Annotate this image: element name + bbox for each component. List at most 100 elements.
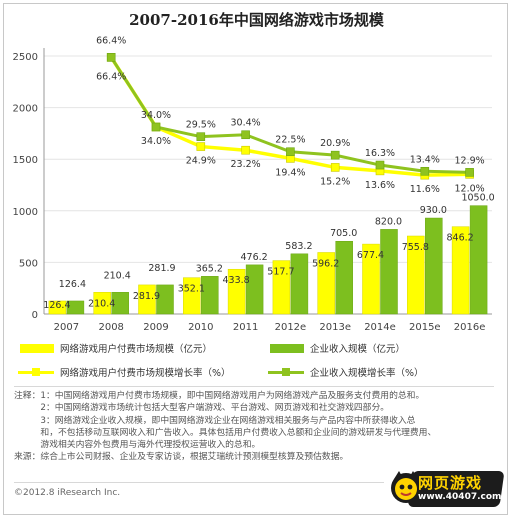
note-line: 注释：1：中国网络游戏用户付费市场规模，即中国网络游戏用户为网络游戏产品及服务支… <box>14 391 425 401</box>
x-tick-label: 2007 <box>54 322 79 333</box>
x-tick-label: 2013e <box>319 322 351 333</box>
legend-swatch-revenue-bar <box>270 343 304 353</box>
bar-value-label-user: 126.4 <box>43 300 70 311</box>
footer-divider <box>14 482 384 483</box>
bar-value-label-user: 352.1 <box>178 284 205 295</box>
source-line: 来源：综合上市公司财报、企业及专家访谈，根据艾瑞统计预测模型核算及预估数据。 <box>14 452 349 463</box>
rate-label-user: 15.2% <box>320 176 350 187</box>
y-tick-label: 2500 <box>13 52 38 63</box>
note-line: 和，不包括移动互联网收入和广告收入。具体包括用户付费收入总额和企业间的游戏研发与… <box>14 427 437 438</box>
bar-enterprise-revenue <box>380 229 398 315</box>
watermark-url: www.40407.com <box>418 492 502 502</box>
bar-value-label-revenue: 820.0 <box>375 216 402 227</box>
rate-label-revenue: 30.4% <box>231 118 261 129</box>
rate-label-revenue: 13.4% <box>410 154 440 165</box>
legend-label-revenue-bar: 企业收入规模（亿元） <box>310 344 406 355</box>
legend-swatch-user-bar <box>20 343 54 353</box>
rate-label-user: 24.9% <box>186 156 216 167</box>
watermark-title: 网页游戏 <box>418 474 483 492</box>
y-tick-label: 1000 <box>13 207 38 218</box>
marker-user-growth <box>330 163 340 172</box>
legend-swatch-revenue-line <box>268 367 304 377</box>
bar-user-payment <box>138 284 156 315</box>
bar-enterprise-revenue <box>201 276 219 315</box>
legend-item-user-bar: 网络游戏用户付费市场规模（亿元） <box>20 341 212 355</box>
rate-label-revenue: 22.5% <box>275 135 305 146</box>
x-tick-label: 2015e <box>409 322 441 333</box>
x-tick-label: 2011 <box>233 322 258 333</box>
marker-revenue-growth <box>465 168 474 177</box>
y-tick-label: 500 <box>19 258 38 269</box>
bar-enterprise-revenue <box>111 292 129 315</box>
bar-value-label-user: 433.8 <box>222 275 249 286</box>
legend-item-user-line: 网络游戏用户付费市场规模增长率（%） <box>18 365 231 379</box>
bar-user-payment <box>183 277 201 315</box>
copyright-text: ©2012.8 iResearch Inc. <box>14 488 121 498</box>
bar-value-label-revenue: 126.4 <box>59 279 86 290</box>
bar-value-label-revenue: 210.4 <box>104 270 131 281</box>
chart-title: 2007-2016年中国网络游戏市场规模 <box>129 11 384 29</box>
rate-label-revenue: 12.9% <box>455 155 485 166</box>
rate-label-revenue: 20.9% <box>320 138 350 149</box>
rate-label-user: 34.0% <box>141 136 171 147</box>
bar-user-payment <box>93 292 111 315</box>
x-tick-label: 2009 <box>143 322 168 333</box>
bar-user-payment <box>407 235 425 315</box>
bar-value-label-user: 210.4 <box>88 298 115 309</box>
legend-divider <box>14 386 494 387</box>
bar-value-label-revenue: 583.2 <box>285 241 312 252</box>
rate-label-user: 12.0% <box>455 183 485 194</box>
legend-label-user-line: 网络游戏用户付费市场规模增长率（%） <box>60 368 231 379</box>
bar-user-payment <box>451 226 470 315</box>
marker-revenue-growth <box>106 53 116 62</box>
marker-revenue-growth <box>420 166 430 176</box>
chart-notes: 注释：1：中国网络游戏用户付费市场规模，即中国网络游戏用户为网络游戏产品及服务支… <box>14 390 502 464</box>
bar-value-label-revenue: 705.0 <box>330 228 357 239</box>
legend-label-user-bar: 网络游戏用户付费市场规模（亿元） <box>60 344 213 355</box>
legend-label-revenue-line: 企业收入规模增长率（%） <box>310 368 424 379</box>
x-tick-label: 2008 <box>98 322 123 333</box>
marker-revenue-growth <box>151 122 161 132</box>
bar-user-payment <box>48 300 67 315</box>
x-tick-label: 2010 <box>188 322 213 333</box>
bar-enterprise-revenue <box>469 205 488 315</box>
bar-enterprise-revenue <box>245 264 264 315</box>
bar-value-label-revenue: 1050.0 <box>461 193 494 204</box>
x-tick-label: 2012e <box>275 322 307 333</box>
rate-label-user: 23.2% <box>231 159 261 170</box>
rate-label-user: 13.6% <box>365 180 395 191</box>
x-tick-label: 2014e <box>364 322 396 333</box>
marker-revenue-growth <box>241 130 250 140</box>
rate-label-user: 19.4% <box>275 167 305 178</box>
bar-value-label-user: 846.2 <box>446 233 473 244</box>
legend-item-revenue-line: 企业收入规模增长率（%） <box>268 365 424 379</box>
rate-label-revenue: 66.4% <box>96 35 126 46</box>
bar-value-label-user: 677.4 <box>357 250 384 261</box>
y-tick-label: 1500 <box>13 155 38 166</box>
bar-enterprise-revenue <box>335 240 353 315</box>
marker-user-growth <box>241 145 250 155</box>
bar-user-payment <box>272 260 291 315</box>
rate-label-revenue: 16.3% <box>365 148 395 159</box>
note-line: 3：网络游戏企业收入规模，即中国网络游戏企业在网络游戏相关服务与产品内容中所获得… <box>14 415 416 426</box>
legend-swatch-user-line <box>18 367 54 377</box>
bar-value-label-user: 517.7 <box>267 267 294 278</box>
marker-revenue-growth <box>286 147 295 157</box>
note-line: 游戏相关内容外包费用与海外代理授权运营收入的总和。 <box>14 440 261 451</box>
legend-item-revenue-bar: 企业收入规模（亿元） <box>270 341 405 355</box>
bar-value-label-revenue: 365.2 <box>196 263 223 274</box>
bar-value-label-user: 281.9 <box>133 291 160 302</box>
marker-revenue-growth <box>375 160 385 170</box>
bar-value-label-revenue: 476.2 <box>240 252 267 263</box>
bar-enterprise-revenue <box>156 284 174 315</box>
y-tick-label: 2000 <box>13 104 38 115</box>
bar-user-payment <box>317 252 335 315</box>
bar-value-label-revenue: 930.0 <box>420 205 447 216</box>
mascot-icon <box>391 471 421 503</box>
marker-revenue-growth <box>196 132 206 141</box>
bar-enterprise-revenue <box>425 217 443 315</box>
bar-value-label-user: 596.2 <box>312 258 339 269</box>
rate-label-user: 11.6% <box>410 184 440 195</box>
bar-user-payment <box>227 268 246 315</box>
